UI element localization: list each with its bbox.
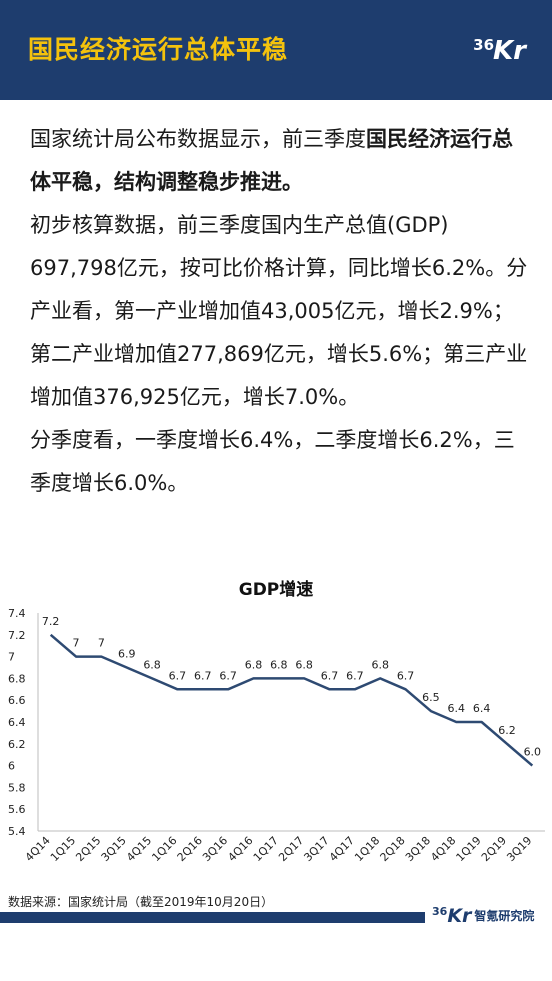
logo-letters: Kr bbox=[493, 36, 526, 66]
data-label: 6.8 bbox=[295, 658, 313, 671]
data-label: 6.4 bbox=[448, 702, 466, 715]
y-tick-label: 6.8 bbox=[8, 672, 26, 685]
gdp-growth-chart: GDP增速 7.4 7.2 7 6.8 6.6 6.4 6.2 6 5.8 5.6 5.4 4Q14… bbox=[8, 579, 545, 864]
x-tick-label: 4Q15 bbox=[124, 834, 154, 864]
x-tick-label: 2Q18 bbox=[378, 834, 408, 864]
data-label: 6.0 bbox=[524, 746, 542, 759]
x-tick-label: 2Q19 bbox=[479, 834, 509, 864]
x-tick-label: 4Q14 bbox=[23, 834, 53, 864]
data-label: 7 bbox=[73, 637, 80, 650]
y-tick-label: 7.4 bbox=[8, 607, 26, 620]
page-title: 国民经济运行总体平稳 bbox=[28, 35, 289, 64]
data-label: 6.7 bbox=[321, 669, 339, 682]
data-label: 6.5 bbox=[422, 691, 440, 704]
x-tick-label: 3Q17 bbox=[301, 834, 331, 864]
x-tick-label: 1Q15 bbox=[48, 834, 78, 864]
x-tick-label: 2Q15 bbox=[73, 834, 103, 864]
data-label: 6.7 bbox=[219, 669, 237, 682]
y-tick-label: 5.6 bbox=[8, 803, 26, 816]
x-tick-label: 4Q18 bbox=[428, 834, 458, 864]
chart-axes bbox=[37, 613, 545, 832]
y-tick-label: 7 bbox=[8, 651, 15, 664]
chart-title: GDP增速 bbox=[239, 579, 314, 600]
data-label: 6.7 bbox=[169, 669, 187, 682]
x-tick-label: 3Q18 bbox=[403, 834, 433, 864]
data-label: 6.7 bbox=[346, 669, 364, 682]
data-label: 6.8 bbox=[245, 658, 263, 671]
footer-logo-letters: Kr bbox=[447, 905, 472, 927]
x-tick-label: 3Q16 bbox=[200, 834, 230, 864]
article-p1-text: 国家统计局公布数据显示，前三季度 bbox=[30, 127, 366, 151]
x-tick-label: 2Q17 bbox=[276, 834, 306, 864]
y-tick-label: 7.2 bbox=[8, 629, 26, 642]
data-label: 6.8 bbox=[270, 658, 288, 671]
y-tick-label: 5.8 bbox=[8, 781, 26, 794]
data-label: 7 bbox=[98, 637, 105, 650]
x-tick-label: 1Q16 bbox=[149, 834, 179, 864]
x-tick-label: 1Q19 bbox=[454, 834, 484, 864]
data-label: 7.2 bbox=[42, 615, 60, 628]
y-tick-label: 6.6 bbox=[8, 694, 26, 707]
data-source-note: 数据来源：国家统计局（截至2019年10月20日） bbox=[8, 895, 274, 909]
y-axis-labels: 7.4 7.2 7 6.8 6.6 6.4 6.2 6 5.8 5.6 5.4 bbox=[8, 607, 26, 838]
x-tick-label: 3Q19 bbox=[504, 834, 534, 864]
x-tick-label: 4Q16 bbox=[225, 834, 255, 864]
data-label: 6.7 bbox=[397, 669, 415, 682]
logo-number: 36 bbox=[473, 36, 495, 54]
data-label: 6.8 bbox=[143, 658, 161, 671]
data-labels: 7.2 7 7 6.9 6.8 6.7 6.7 6.7 6.8 6.8 6.8 6.7 6.7 6.8 6.… bbox=[42, 615, 541, 759]
article-p1-bold: 国民经济运行总体平稳，结构调整稳步推进。 bbox=[30, 127, 513, 194]
article-paragraph-1: 国家统计局公布数据显示，前三季度国民经济运行总体平稳，结构调整稳步推进。 bbox=[30, 118, 530, 204]
x-axis-labels: 4Q141Q152Q153Q154Q151Q162Q163Q164Q161Q17… bbox=[23, 834, 535, 864]
gdp-series-line bbox=[49, 633, 534, 767]
data-label: 6.9 bbox=[118, 648, 136, 661]
x-tick-label: 1Q17 bbox=[251, 834, 281, 864]
y-tick-label: 6.4 bbox=[8, 716, 26, 729]
footer-org-name: 智氪研究院 bbox=[474, 909, 535, 923]
data-label: 6.8 bbox=[371, 658, 389, 671]
footer-logo: 36Kr 智氪研究院 bbox=[432, 905, 534, 927]
article-paragraph-3: 分季度看，一季度增长6.4%，二季度增长6.2%，三季度增长6.0%。 bbox=[30, 428, 515, 495]
data-label: 6.4 bbox=[473, 702, 491, 715]
x-tick-label: 2Q16 bbox=[175, 834, 205, 864]
footer-bar bbox=[0, 912, 425, 923]
header-banner: 国民经济运行总体平稳 36Kr bbox=[0, 0, 552, 100]
article-paragraph-2: 初步核算数据，前三季度国内生产总值(GDP) 697,798亿元，按可比价格计算… bbox=[30, 213, 528, 409]
x-tick-label: 3Q15 bbox=[99, 834, 129, 864]
footer-logo-number: 36 bbox=[432, 905, 448, 918]
36kr-logo: 36Kr bbox=[473, 36, 526, 66]
gdp-line bbox=[49, 633, 534, 767]
x-tick-label: 4Q17 bbox=[327, 834, 357, 864]
article-body: 国家统计局公布数据显示，前三季度国民经济运行总体平稳，结构调整稳步推进。 初步核… bbox=[30, 118, 530, 505]
data-label: 6.7 bbox=[194, 669, 212, 682]
y-tick-label: 5.4 bbox=[8, 825, 26, 838]
y-tick-label: 6 bbox=[8, 760, 15, 773]
y-tick-label: 6.2 bbox=[8, 738, 26, 751]
x-tick-label: 1Q18 bbox=[352, 834, 382, 864]
data-label: 6.2 bbox=[498, 724, 516, 737]
